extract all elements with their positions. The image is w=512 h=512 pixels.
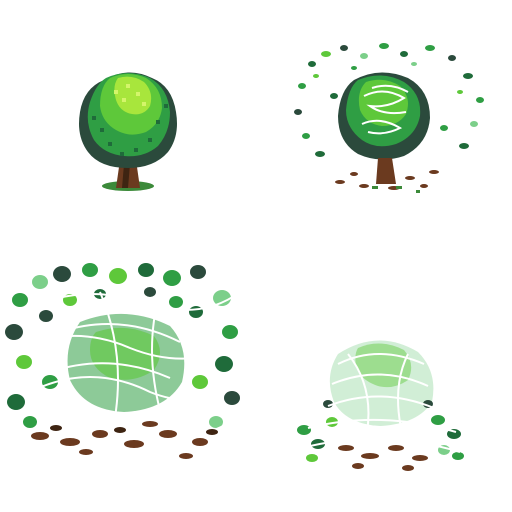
grass-tuft	[372, 186, 420, 193]
sprite-frame-4-fading	[288, 324, 472, 476]
dirt-particle	[50, 425, 218, 435]
sprite-frame-1-intact	[64, 56, 192, 200]
canopy-bright	[358, 79, 408, 126]
motion-scribble	[9, 291, 245, 449]
leaf-sparkle	[114, 84, 146, 106]
sprite-frame-3-bursting	[0, 252, 252, 468]
bush-tree-sprite	[5, 263, 245, 459]
trunk-shade	[122, 164, 130, 188]
canopy-ghost	[329, 340, 434, 426]
leaf-particle	[5, 263, 240, 428]
leaf-texture	[92, 104, 168, 156]
bush-tree-sprite	[294, 43, 484, 193]
motion-scribble	[361, 84, 409, 135]
leaf-particle	[294, 43, 484, 157]
trunk	[376, 158, 396, 184]
motion-scribble	[301, 353, 461, 455]
bush-tree-sprite	[297, 340, 464, 471]
sprite-frame-2-scattering	[284, 36, 496, 204]
canopy-light	[114, 76, 152, 115]
bush-tree-sprite	[79, 72, 177, 191]
dirt-particle	[31, 421, 208, 459]
dirt-particle	[338, 445, 428, 471]
